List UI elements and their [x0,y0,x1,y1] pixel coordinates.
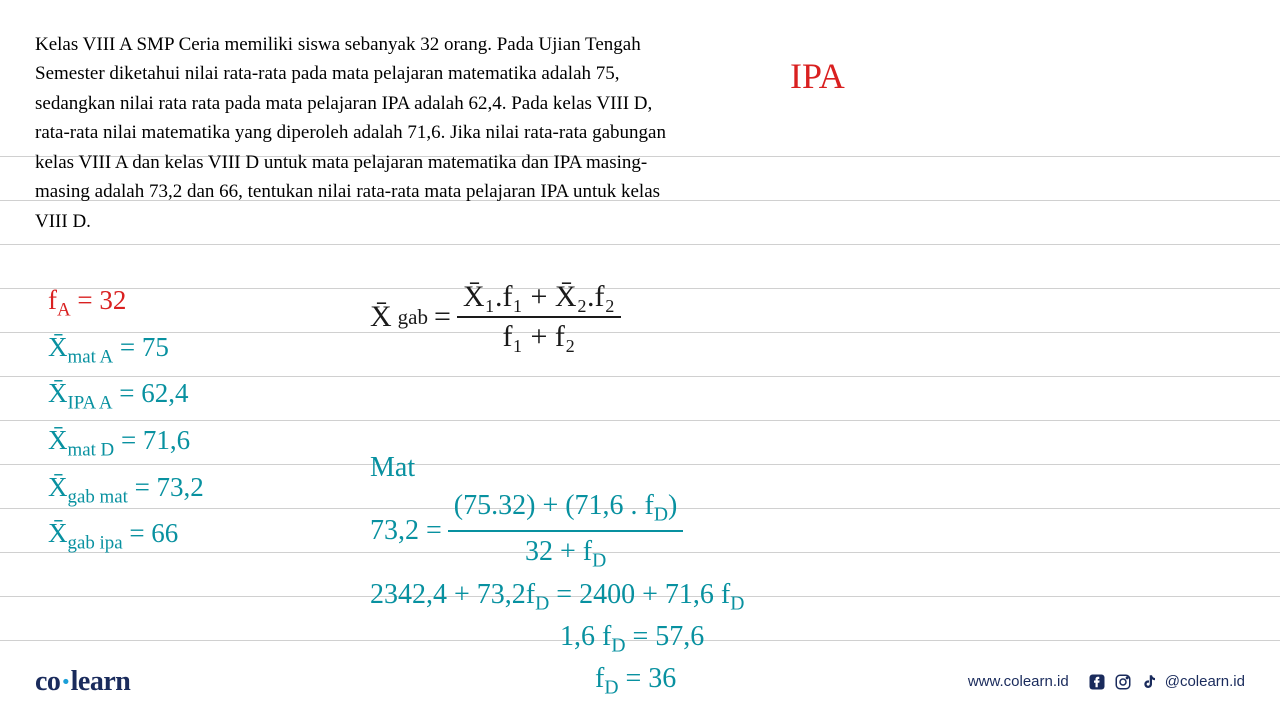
combined-mean-formula: X̄gab = X̄₁.f₁ + X̄₂.f₂ f₁ + f₂ [370,280,621,354]
given-xmata: X̄mat A = 75 [48,327,204,372]
footer-right: www.colearn.id @colearn.id [968,672,1245,692]
mat-line1: 73,2 = (75.32) + (71,6 . fD) 32 + fD [370,488,744,574]
social-icons: @colearn.id [1087,672,1245,692]
footer: co·learn www.colearn.id @colearn.id [35,663,1245,700]
given-xmatd: X̄mat D = 71,6 [48,420,204,465]
problem-statement: Kelas VIII A SMP Ceria memiliki siswa se… [35,30,675,236]
given-xgabipa: X̄gab ipa = 66 [48,513,204,558]
facebook-icon [1087,672,1107,692]
formula-fraction: X̄₁.f₁ + X̄₂.f₂ f₁ + f₂ [457,280,621,354]
given-fa: fA = 32 [48,280,204,325]
ruled-line [0,244,1280,245]
tiktok-icon [1139,672,1159,692]
mat-line3: 1,6 fD = 57,6 [370,619,744,659]
given-xgabmat: X̄gab mat = 73,2 [48,467,204,512]
footer-handle: @colearn.id [1165,673,1245,690]
ipa-heading: IPA [790,55,845,97]
given-values-block: fA = 32 X̄mat A = 75 X̄IPA A = 62,4 X̄ma… [48,280,204,560]
given-xipaa: X̄IPA A = 62,4 [48,373,204,418]
colearn-logo: co·learn [35,663,130,700]
mat-line2: 2342,4 + 73,2fD = 2400 + 71,6 fD [370,577,744,617]
mat-title: Mat [370,450,744,486]
footer-url: www.colearn.id [968,673,1069,690]
instagram-icon [1113,672,1133,692]
